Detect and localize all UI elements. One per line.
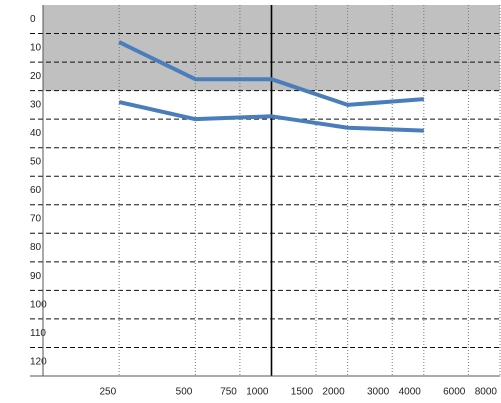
y-tick-label: 30: [30, 100, 42, 111]
x-tick-label: 750: [220, 387, 237, 398]
y-tick-label: 40: [30, 128, 42, 139]
y-tick-label: 10: [30, 42, 42, 53]
y-tick-label: 20: [30, 71, 42, 82]
x-tick-label: 1000: [246, 387, 269, 398]
y-tick-label: 80: [30, 242, 42, 253]
x-tick-label: 2000: [322, 387, 345, 398]
x-tick-label: 4000: [399, 387, 422, 398]
y-tick-label: 120: [30, 356, 47, 367]
data-line: [118, 100, 424, 133]
x-tick-label: 1500: [291, 387, 314, 398]
y-tick-label: 90: [30, 271, 42, 282]
y-tick-label: 70: [30, 214, 42, 225]
y-tick-label: 110: [30, 328, 46, 339]
y-tick-label: 0: [30, 14, 36, 25]
x-tick-label: 6000: [443, 387, 466, 398]
y-tick-label: 50: [30, 157, 42, 168]
y-tick-label: 60: [30, 185, 42, 196]
y-tick-label: 100: [30, 299, 47, 310]
x-tick-label: 250: [99, 387, 116, 398]
x-tick-label: 8000: [475, 387, 498, 398]
data-line: [118, 40, 424, 107]
x-tick-label: 500: [176, 387, 193, 398]
x-tick-label: 3000: [367, 387, 390, 398]
